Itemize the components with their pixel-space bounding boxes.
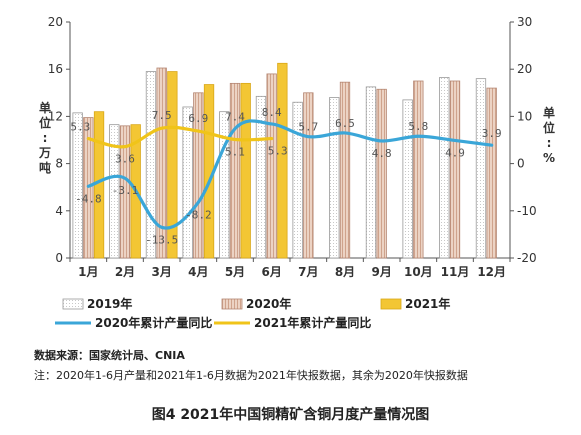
x-tick-label: 12月 xyxy=(477,265,506,279)
bar-2021年 xyxy=(277,62,288,259)
data-label-2020: 7.4 xyxy=(225,111,245,124)
data-label-2020: 8.4 xyxy=(262,106,282,119)
right-axis-label-char: : xyxy=(547,136,552,150)
data-label-2020: 5.7 xyxy=(298,121,318,134)
data-label-2020: 6.5 xyxy=(335,117,355,130)
legend-swatch-2019年 xyxy=(62,298,84,310)
data-label-2020: 5.8 xyxy=(408,120,428,133)
left-axis-label-char: 吨 xyxy=(39,160,51,175)
legend-swatch-2020年 xyxy=(221,298,243,310)
bar-2019年 xyxy=(182,106,193,259)
bar-2020年 xyxy=(266,73,277,259)
bar-2019年 xyxy=(219,111,230,259)
left-tick-label: 12 xyxy=(48,109,63,123)
legend-label: 2019年 xyxy=(87,296,132,311)
data-label-2020: 3.9 xyxy=(482,127,502,140)
figure-caption: 图4 2021年中国铜精矿含铜月度产量情况图 xyxy=(151,407,430,423)
legend-swatch-2021年 xyxy=(380,298,402,310)
legend-label: 2020年累计产量同比 xyxy=(95,315,212,330)
bar-2019年 xyxy=(475,78,487,259)
bar-2019年 xyxy=(145,71,157,259)
data-label-2020: -8.2 xyxy=(185,208,212,221)
bar-2020年 xyxy=(193,92,204,259)
x-tick-label: 8月 xyxy=(335,265,355,279)
bar-2019年 xyxy=(109,124,120,259)
data-label-2021: 6.9 xyxy=(188,112,208,125)
data-label-2020: 4.8 xyxy=(372,147,392,160)
data-label-2020: 4.9 xyxy=(445,146,465,159)
left-axis-label-char: 万 xyxy=(38,146,51,160)
bar-2019年 xyxy=(439,77,450,259)
line-2021年累计产量同比 xyxy=(86,125,274,149)
data-label-2021: 7.5 xyxy=(152,109,172,122)
bar-2020年 xyxy=(413,80,424,259)
x-tick-label: 7月 xyxy=(298,265,318,279)
data-label-2020: -3.1 xyxy=(112,184,139,197)
bar-2020年 xyxy=(376,88,387,259)
right-tick-label: -10 xyxy=(517,204,537,218)
data-label-2020: -13.5 xyxy=(145,233,178,246)
x-tick-label: 4月 xyxy=(188,265,208,279)
bar-2019年 xyxy=(255,95,267,259)
bar-2020年 xyxy=(486,87,497,259)
bar-2020年 xyxy=(156,67,167,259)
left-axis-label-char: 单 xyxy=(39,100,51,115)
data-label-2021: 5.3 xyxy=(70,121,90,134)
bar-2021年 xyxy=(240,82,251,259)
left-tick-label: 0 xyxy=(55,251,63,265)
bar-2019年 xyxy=(402,99,413,259)
x-tick-label: 1月 xyxy=(78,265,98,279)
right-tick-label: 10 xyxy=(517,109,532,123)
x-tick-label: 10月 xyxy=(404,265,433,279)
right-tick-label: 30 xyxy=(517,15,532,29)
right-axis-label-char: 单 xyxy=(543,105,555,120)
bar-2021年 xyxy=(167,71,178,259)
bar-2020年 xyxy=(449,80,461,259)
x-tick-label: 3月 xyxy=(151,265,171,279)
right-tick-label: 0 xyxy=(517,157,525,171)
source-note: 注：2020年1-6月产量和2021年1-6月数据为2021年快报数据，其余为2… xyxy=(34,369,468,382)
bar-2019年 xyxy=(329,97,340,259)
left-axis-label-char: : xyxy=(43,131,48,145)
x-tick-label: 2月 xyxy=(115,265,135,279)
source-label: 数据来源：国家统计局、CNIA xyxy=(34,349,185,362)
x-tick-label: 5月 xyxy=(225,265,245,279)
bar-2020年 xyxy=(119,125,131,259)
left-tick-label: 16 xyxy=(48,62,63,76)
right-axis-label-char: 位 xyxy=(543,120,555,135)
line-2020年累计产量同比 xyxy=(86,119,494,230)
right-tick-label: -20 xyxy=(517,251,537,265)
bar-2019年 xyxy=(365,86,377,259)
x-tick-label: 11月 xyxy=(441,265,470,279)
bar-2019年 xyxy=(72,112,83,259)
data-label-2021: 5.1 xyxy=(225,146,245,159)
x-tick-label: 9月 xyxy=(371,265,391,279)
left-tick-label: 20 xyxy=(48,15,63,29)
legend-label: 2021年累计产量同比 xyxy=(254,315,371,330)
legend-label: 2021年 xyxy=(405,296,450,311)
bar-2019年 xyxy=(292,101,303,259)
bar-2020年 xyxy=(229,82,241,259)
left-axis-label-char: 位 xyxy=(39,115,51,130)
legend-label: 2020年 xyxy=(246,296,291,311)
left-tick-label: 8 xyxy=(55,157,63,171)
data-label-2021: 3.6 xyxy=(115,153,135,166)
right-axis-label-char: % xyxy=(543,151,555,165)
x-tick-label: 6月 xyxy=(261,265,281,279)
right-tick-label: 20 xyxy=(517,62,532,76)
data-label-2020: -4.8 xyxy=(75,192,102,205)
left-tick-label: 4 xyxy=(55,204,63,218)
data-label-2021: 5.3 xyxy=(268,145,288,158)
bar-2020年 xyxy=(339,81,351,259)
bar-2020年 xyxy=(303,92,314,259)
